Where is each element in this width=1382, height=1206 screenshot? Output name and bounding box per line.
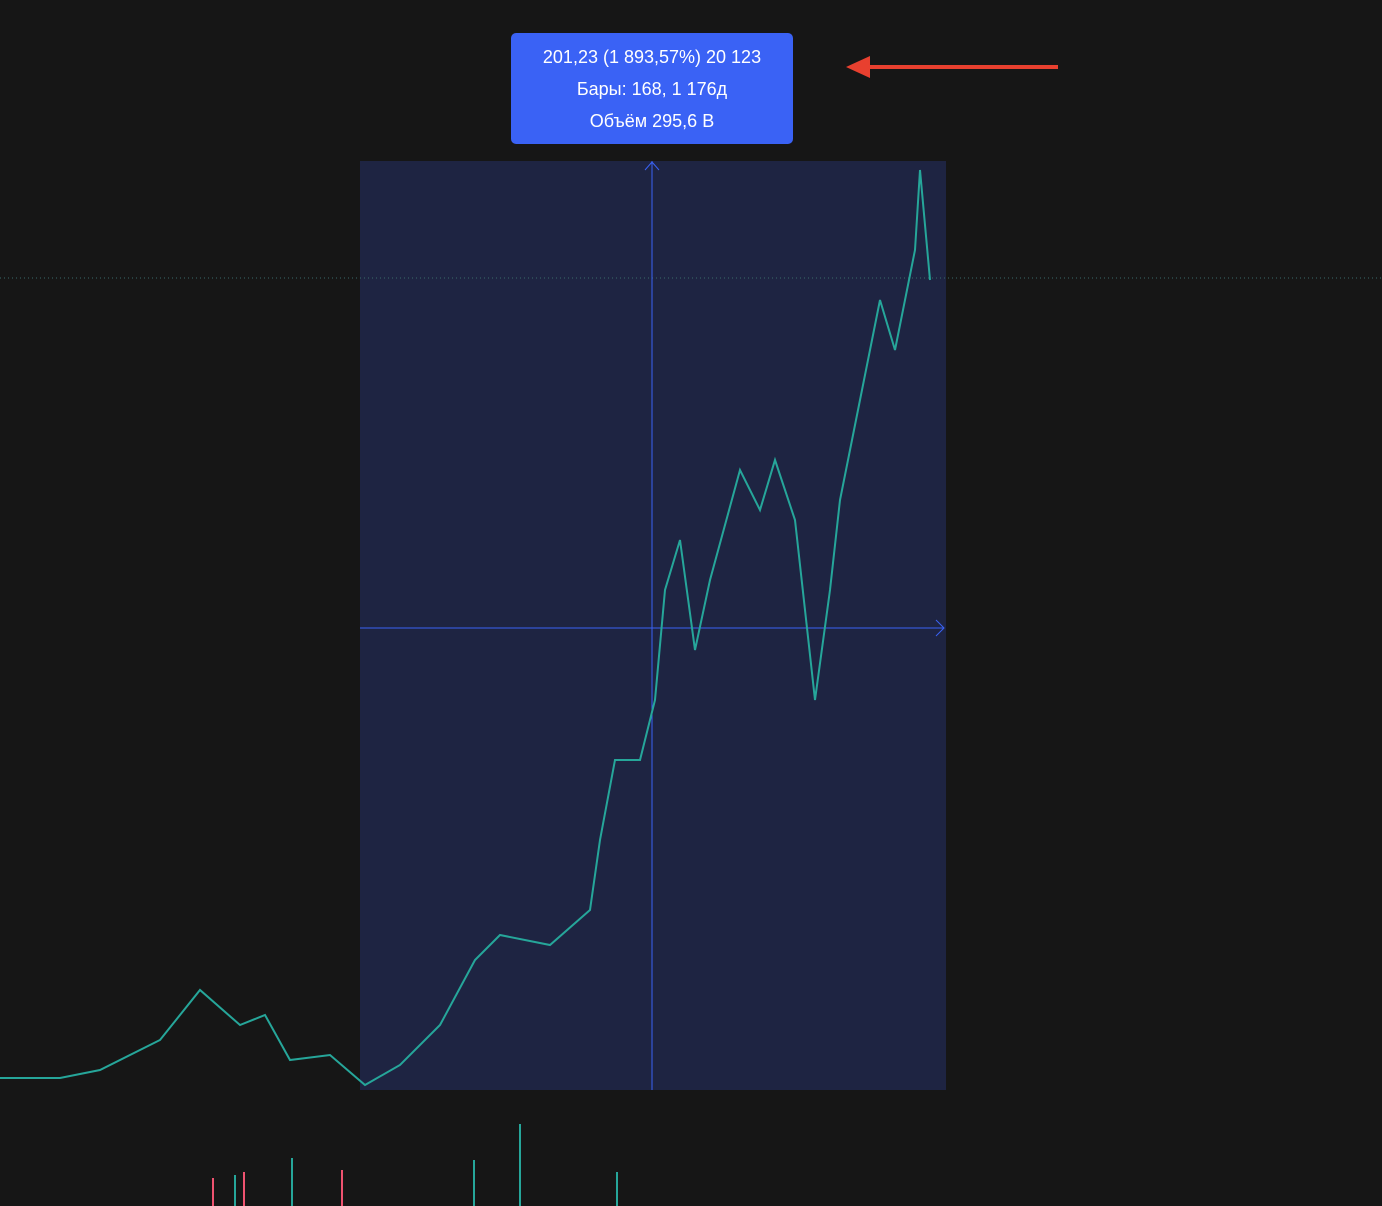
arrow-right	[935, 619, 945, 637]
tooltip-volume: Объём 295,6 B	[589, 111, 715, 131]
measure-tooltip: 201,23 (1 893,57%) 20 123 Бары: 168, 1 1…	[511, 33, 793, 144]
price-series	[0, 169, 931, 1087]
annotation-arrowhead	[846, 56, 870, 78]
tooltip-change: 201,23 (1 893,57%) 20 123	[542, 47, 762, 67]
arrow-up	[644, 161, 660, 171]
volume	[212, 1124, 618, 1206]
tooltip-bars: Бары: 168, 1 176д	[576, 79, 728, 99]
measure-area	[360, 161, 946, 1090]
